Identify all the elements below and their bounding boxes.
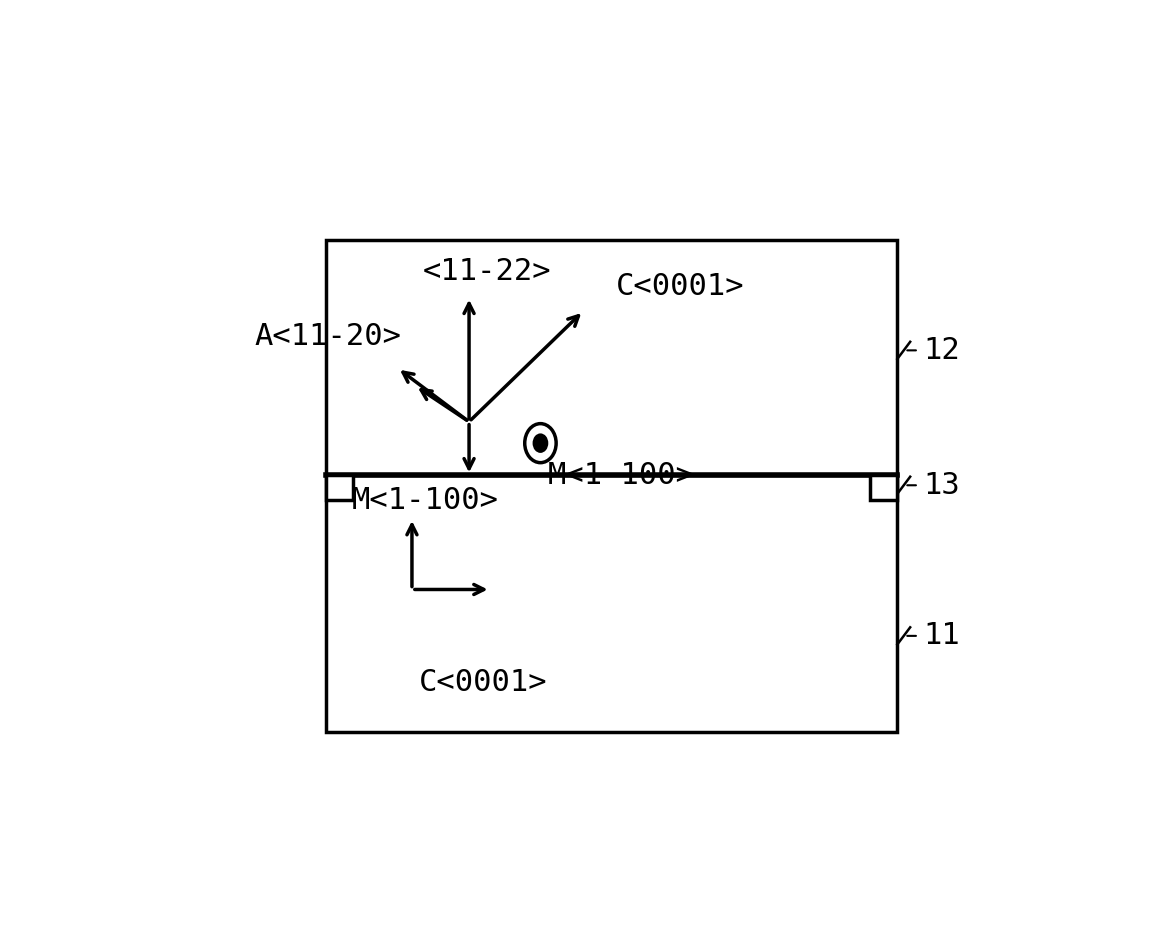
Text: C<0001>: C<0001> <box>615 272 744 300</box>
Bar <box>326 476 897 732</box>
Text: C<0001>: C<0001> <box>419 667 547 697</box>
Text: A<11-20>: A<11-20> <box>255 322 402 350</box>
Text: 12: 12 <box>924 336 961 365</box>
Text: <11-22>: <11-22> <box>423 258 552 286</box>
Ellipse shape <box>532 434 548 453</box>
Bar <box>326 240 897 476</box>
Bar <box>870 476 897 501</box>
Text: 11: 11 <box>924 621 961 651</box>
Bar <box>326 476 354 501</box>
Text: M<1-100>: M<1-100> <box>351 486 499 514</box>
Text: 13: 13 <box>924 471 961 500</box>
Text: M<1-100>: M<1-100> <box>547 461 695 490</box>
